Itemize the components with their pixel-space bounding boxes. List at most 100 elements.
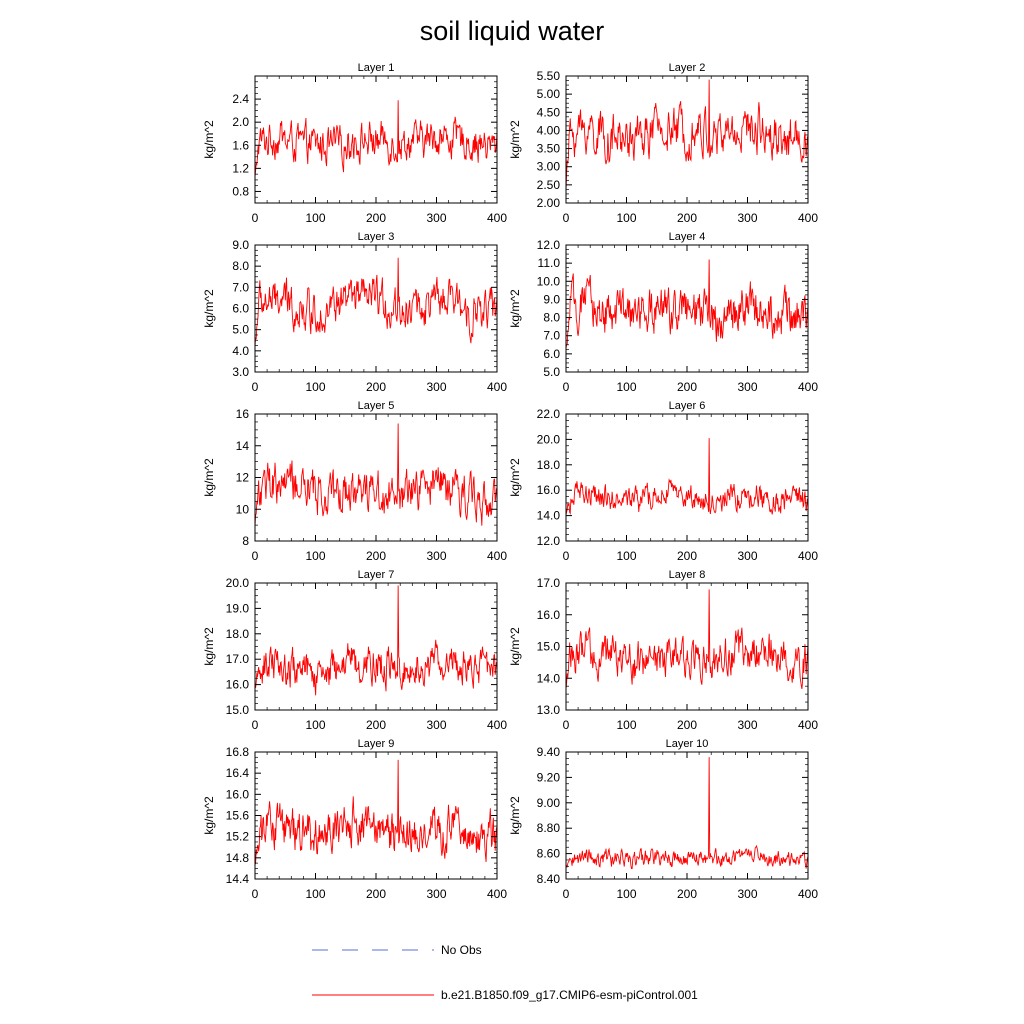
x-tick-label: 300 [737,718,757,732]
y-axis-label: kg/m^2 [202,120,216,159]
y-tick-label: 15.0 [226,703,250,717]
y-tick-label: 3.0 [232,365,249,379]
y-tick-label: 2.0 [232,115,249,129]
panel-title: Layer 3 [358,231,395,243]
y-tick-label: 9.0 [543,292,560,306]
y-tick-label: 13.0 [537,703,561,717]
y-tick-label: 15.2 [226,830,250,844]
y-axis-label: kg/m^2 [508,458,522,497]
x-tick-label: 0 [563,211,570,225]
y-tick-label: 4.00 [537,123,561,137]
y-tick-label: 14.4 [226,872,250,886]
y-tick-label: 16 [236,407,250,421]
y-tick-label: 12.0 [537,534,561,548]
panel-title: Layer 8 [669,569,706,581]
data-series-line [565,438,809,516]
y-axis-label: kg/m^2 [508,289,522,328]
y-tick-label: 9.40 [537,745,561,759]
panel-title: Layer 7 [358,569,395,581]
x-tick-label: 0 [252,211,259,225]
x-tick-label: 300 [737,211,757,225]
y-tick-label: 4.50 [537,105,561,119]
x-tick-label: 100 [616,718,636,732]
chart-panel-layer-5: Layer 5 8 10 12 14 16 0 100 200 300 400 kg/m^2 [202,400,507,563]
x-tick-label: 0 [252,887,259,901]
y-axis-label: kg/m^2 [202,289,216,328]
y-tick-label: 15.0 [537,640,561,654]
y-tick-label: 6.0 [232,302,249,316]
panel-title: Layer 5 [358,400,395,412]
legend-obs-label: No Obs [441,943,482,957]
data-series-line [565,79,809,192]
y-tick-label: 14.0 [537,509,561,523]
panel-grid: Layer 10.81.21.62.02.40 100 200 300 400kg/m^… [202,62,818,901]
y-tick-label: 15.6 [226,809,250,823]
data-series-line [565,757,809,870]
y-tick-label: 4.0 [232,344,249,358]
data-series-line [254,423,498,527]
y-tick-label: 1.6 [232,138,249,152]
y-tick-label: 7.0 [232,280,249,294]
x-tick-label: 200 [677,380,697,394]
chart-panel-layer-7: Layer 7 15.0 16.0 17.0 18.0 19.0 20.0 0 100 200 30… [202,569,507,732]
x-tick-label: 0 [563,718,570,732]
chart-panel-layer-9: Layer 9 14.4 14.8 15.2 15.6 16.0 16.4 16.8 0 100 2… [202,738,507,901]
x-tick-label: 200 [366,887,386,901]
x-tick-label: 100 [305,380,325,394]
x-tick-label: 100 [616,380,636,394]
y-tick-label: 16.0 [537,608,561,622]
y-tick-label: 20.0 [226,576,250,590]
panel-title: Layer 10 [666,738,709,750]
x-tick-label: 300 [737,549,757,563]
y-tick-label: 9.00 [537,796,561,810]
y-axis-label: kg/m^2 [202,458,216,497]
x-tick-label: 200 [677,887,697,901]
y-tick-label: 14 [236,439,250,453]
x-tick-label: 400 [487,211,507,225]
x-tick-label: 300 [426,380,446,394]
x-tick-label: 0 [563,887,570,901]
x-tick-label: 200 [366,549,386,563]
y-tick-label: 3.50 [537,142,561,156]
data-series-line [254,100,498,178]
x-tick-label: 400 [487,718,507,732]
y-tick-label: 8.80 [537,821,561,835]
x-tick-label: 100 [305,549,325,563]
y-tick-label: 20.0 [537,432,561,446]
x-tick-label: 100 [305,718,325,732]
x-tick-label: 300 [426,549,446,563]
figure-title: soil liquid water [420,16,605,46]
y-axis-label: kg/m^2 [508,796,522,835]
chart-panel-layer-8: Layer 8 13.0 14.0 15.0 16.0 17.0 0 100 200 300 400… [508,569,818,732]
y-tick-label: 5.50 [537,69,561,83]
y-tick-label: 22.0 [537,407,561,421]
y-tick-label: 2.00 [537,196,561,210]
x-tick-label: 400 [798,211,818,225]
y-tick-label: 16.4 [226,766,250,780]
x-tick-label: 300 [737,380,757,394]
y-tick-label: 5.00 [537,87,561,101]
x-tick-label: 100 [616,211,636,225]
y-tick-label: 1.2 [232,161,249,175]
y-tick-label: 7.0 [543,329,560,343]
panel-title: Layer 1 [358,62,395,74]
y-tick-label: 12 [236,471,250,485]
chart-panel-layer-1: Layer 1 0.8 1.2 1.6 2.0 2.4 0 100 200 300 400 kg/m^… [202,62,507,225]
x-tick-label: 0 [563,549,570,563]
legend: No Obs b.e21.B1850.f09_g17.CMIP6-esm-piC… [312,943,698,1002]
x-tick-label: 400 [487,380,507,394]
legend-model-label: b.e21.B1850.f09_g17.CMIP6-esm-piControl.… [441,988,698,1002]
panel-title: Layer 2 [669,62,706,74]
y-tick-label: 11.0 [538,256,561,270]
x-tick-label: 0 [563,380,570,394]
y-tick-label: 2.50 [537,178,561,192]
chart-panel-layer-2: Layer 2 2.00 2.50 3.00 3.50 4.00 4.50 5.00 5.50 0… [508,62,818,225]
chart-panel-layer-10: Layer 10 8.40 8.60 8.80 9.00 9.20 9.40 0 100 200 3… [508,738,818,901]
y-tick-label: 16.8 [226,745,250,759]
x-tick-label: 300 [426,211,446,225]
x-tick-label: 400 [798,718,818,732]
y-tick-label: 17.0 [537,576,561,590]
panel-title: Layer 6 [669,400,706,412]
y-tick-label: 5.0 [232,323,249,337]
y-tick-label: 16.0 [226,678,250,692]
